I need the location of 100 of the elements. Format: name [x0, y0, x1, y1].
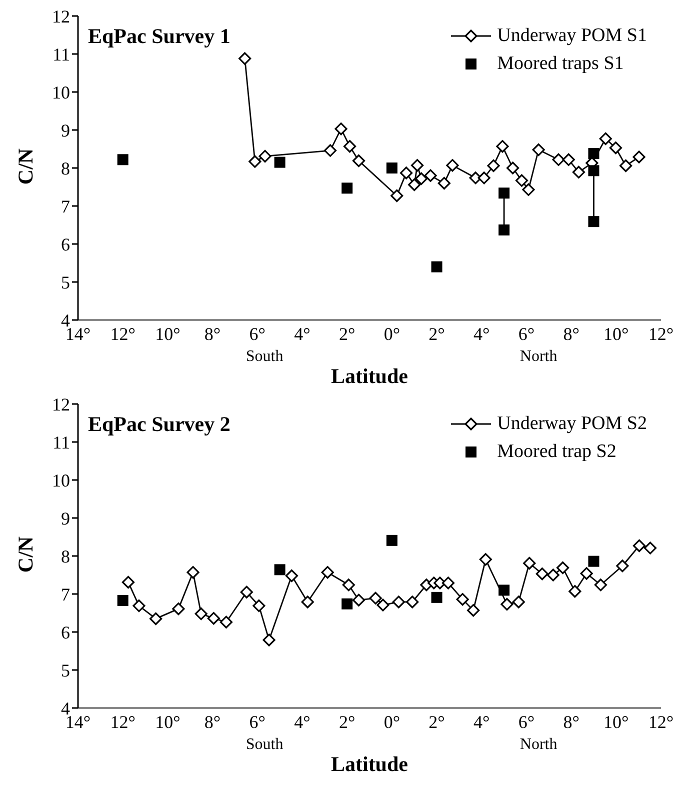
x-tick-label: 12° — [648, 712, 674, 732]
point — [386, 534, 398, 546]
point — [536, 568, 548, 580]
y-tick-label: 10 — [52, 470, 70, 490]
x-tick-label: 2° — [338, 712, 356, 732]
point — [207, 612, 220, 625]
point — [588, 216, 600, 228]
legend-label: Moored trap S2 — [497, 441, 616, 463]
point — [616, 560, 629, 572]
point — [343, 140, 356, 153]
point — [274, 156, 286, 168]
y-tick-label: 11 — [52, 44, 70, 64]
point — [352, 154, 366, 168]
point — [487, 159, 500, 172]
y-tick-label: 7 — [61, 196, 70, 216]
point — [479, 553, 492, 566]
y-axis-title: C/N — [14, 147, 38, 186]
x-tick-label: 2° — [428, 324, 445, 344]
point — [632, 539, 646, 552]
x-tick-label: 4° — [294, 324, 310, 344]
point — [644, 542, 657, 554]
point — [414, 172, 428, 185]
point — [369, 592, 382, 604]
x-tick-label: 4° — [474, 712, 490, 732]
point — [194, 607, 208, 620]
point — [498, 224, 510, 236]
x-tick-label: 4° — [474, 324, 490, 344]
point — [609, 142, 622, 154]
point — [117, 154, 128, 166]
y-tick-label: 6 — [61, 234, 70, 254]
point — [588, 148, 600, 160]
y-tick-label: 7 — [61, 584, 70, 604]
point — [117, 594, 128, 606]
point — [408, 178, 421, 192]
x-tick-label: 0° — [384, 712, 400, 732]
text: North — [518, 348, 558, 366]
x-tick-label: 8° — [563, 712, 580, 732]
x-tick-label: 12° — [110, 712, 136, 732]
point — [392, 596, 405, 608]
point — [334, 122, 348, 136]
x-tick-label: 10° — [155, 712, 180, 732]
point — [619, 159, 632, 172]
point — [424, 169, 437, 182]
point — [599, 132, 612, 146]
x-tick-label: 10° — [155, 324, 180, 344]
text: South — [244, 736, 284, 754]
point — [150, 612, 162, 625]
point — [500, 598, 514, 611]
x-tick-label: 12° — [110, 324, 136, 344]
point — [498, 188, 510, 199]
point — [580, 567, 593, 580]
point — [122, 576, 135, 589]
y-tick-label: 12 — [52, 6, 70, 26]
point — [410, 159, 424, 172]
point — [552, 153, 565, 166]
x-tick-label: 8° — [563, 324, 580, 344]
x-tick-label: 2° — [338, 324, 356, 344]
x-tick-label: 10° — [604, 712, 629, 732]
point — [390, 189, 404, 202]
point — [274, 564, 286, 576]
point — [386, 162, 398, 174]
x-tick-label: 12° — [648, 324, 674, 344]
point — [562, 153, 575, 166]
point — [456, 593, 469, 606]
text: North — [518, 736, 558, 754]
point — [400, 166, 413, 180]
point — [438, 176, 450, 190]
point — [342, 578, 355, 592]
point — [248, 155, 262, 168]
y-tick-label: 12 — [52, 394, 70, 414]
point — [172, 602, 185, 616]
point — [515, 174, 528, 187]
point — [498, 584, 510, 596]
y-tick-label: 5 — [61, 272, 70, 292]
y-tick-label: 9 — [61, 508, 70, 528]
y-tick-label: 8 — [61, 546, 70, 566]
y-tick-label: 5 — [61, 660, 70, 680]
x-tick-label: 4° — [294, 712, 310, 732]
point — [342, 598, 353, 610]
point — [588, 556, 600, 567]
x-tick-label: 2° — [428, 712, 445, 732]
legend-label: Underway POM S1 — [497, 25, 647, 47]
y-axis-title: C/N — [14, 535, 38, 574]
point — [301, 596, 314, 608]
chart-title: EqPac Survey 2 — [88, 412, 230, 437]
point — [376, 598, 390, 612]
x-tick-label: 10° — [604, 324, 629, 344]
point — [532, 143, 545, 156]
point — [496, 140, 509, 153]
legend-label: Moored traps S1 — [497, 53, 624, 75]
point — [252, 599, 266, 612]
point — [258, 150, 272, 163]
x-axis-title: Latitude — [330, 752, 409, 777]
point — [240, 586, 253, 598]
y-tick-label: 11 — [52, 432, 70, 452]
text: South — [244, 348, 284, 366]
y-tick-label: 9 — [61, 120, 70, 140]
point — [572, 166, 586, 178]
x-tick-label: 6° — [518, 712, 535, 732]
x-tick-label: 6° — [249, 712, 266, 732]
